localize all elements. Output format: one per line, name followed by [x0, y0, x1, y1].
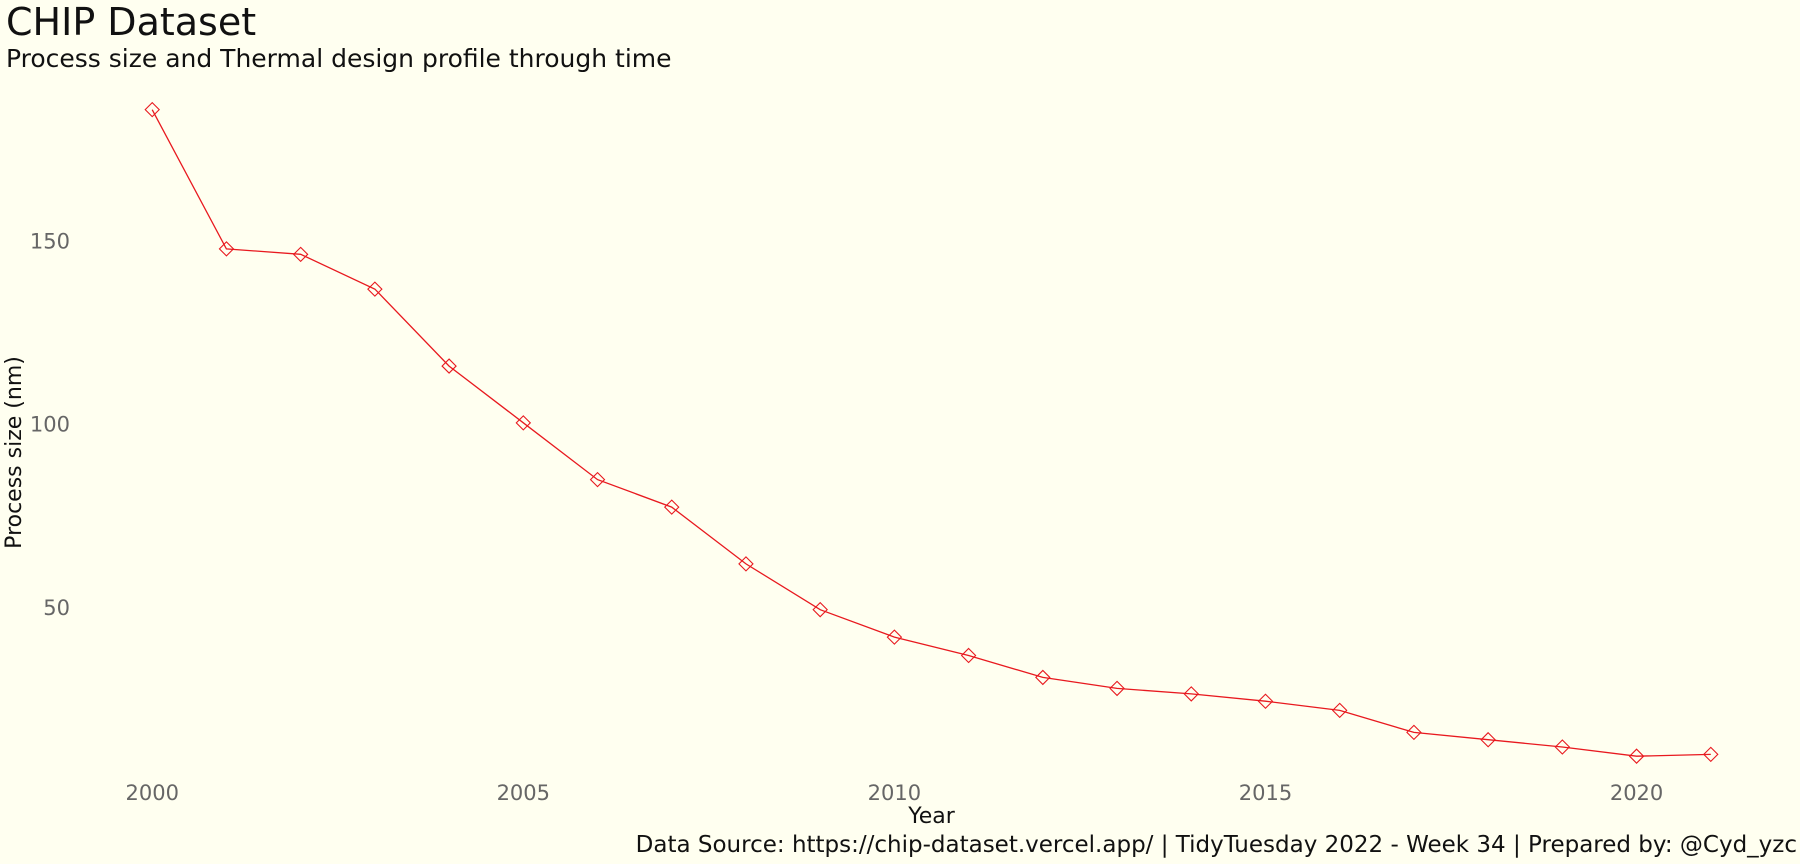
data-point: [218, 241, 235, 257]
data-point: [1109, 680, 1125, 697]
x-tick-label: 2005: [497, 781, 550, 805]
data-point: [886, 629, 903, 645]
data-point: [1257, 693, 1274, 710]
data-point: [367, 281, 383, 297]
data-point: [1183, 686, 1200, 702]
data-point: [1628, 748, 1645, 764]
data-point: [738, 556, 754, 572]
chart-subtitle: Process size and Thermal design profile …: [6, 44, 672, 73]
data-point: [144, 101, 160, 118]
data-point: [1035, 669, 1051, 686]
x-tick-label: 2000: [125, 781, 178, 805]
x-tick-label: 2020: [1610, 781, 1663, 805]
data-point: [1331, 702, 1348, 719]
data-point: [292, 246, 309, 263]
data-point: [1703, 746, 1719, 763]
data-point: [515, 415, 532, 431]
y-tick-label: 150: [30, 230, 70, 254]
data-point: [441, 358, 457, 374]
data-point: [1480, 731, 1496, 748]
x-tick-label: 2010: [868, 781, 921, 805]
data-source-caption: Data Source: https://chip-dataset.vercel…: [635, 832, 1797, 858]
y-tick-label: 100: [30, 413, 70, 437]
y-axis-title: Process size (nm): [2, 356, 27, 549]
data-point: [663, 499, 680, 515]
x-tick-label: 2015: [1239, 781, 1292, 805]
x-axis-ticks: 2000 2005 2010 2015 2020: [125, 781, 1663, 805]
data-point: [589, 471, 606, 488]
data-point: [812, 601, 828, 618]
y-axis-ticks: 50 100 150: [30, 230, 70, 620]
y-tick-label: 50: [43, 596, 70, 620]
series-line: [151, 109, 1711, 757]
x-axis-title: Year: [907, 804, 956, 829]
data-point: [1554, 739, 1571, 755]
chart-title: CHIP Dataset: [6, 0, 257, 44]
data-point: [960, 647, 977, 664]
data-point: [1406, 724, 1422, 741]
series-process-size: [144, 101, 1719, 764]
